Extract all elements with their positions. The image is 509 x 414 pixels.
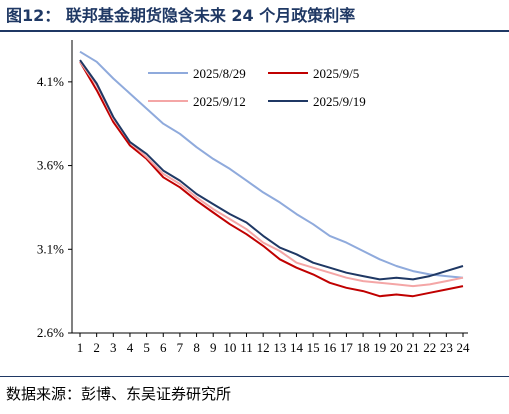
x-tick-label: 12 (257, 340, 270, 355)
x-tick-label: 4 (127, 340, 134, 355)
series-line-2025-9-5 (79, 61, 464, 298)
x-tick-label: 24 (457, 340, 471, 355)
y-tick-label: 3.6% (37, 158, 64, 173)
x-tick-label: 8 (193, 340, 200, 355)
y-tick-label: 3.1% (37, 241, 64, 256)
x-tick-label: 23 (440, 340, 453, 355)
source-note: 数据来源：彭博、东吴证券研究所 (6, 385, 232, 403)
legend-label: 2025/9/12 (193, 94, 246, 109)
x-tick-label: 7 (177, 340, 184, 355)
x-tick-label: 5 (143, 340, 150, 355)
y-tick-label: 2.6% (37, 325, 64, 340)
x-tick-label: 19 (373, 340, 386, 355)
chart-legend: 2025/8/29 2025/9/5 2025/9/12 2025/9/19 (148, 66, 366, 109)
series-line-2025-9-12 (79, 61, 464, 288)
x-tick-label: 14 (290, 340, 304, 355)
x-tick-label: 16 (323, 340, 337, 355)
legend-label: 2025/8/29 (193, 66, 246, 81)
series-line-2025-8-29 (79, 50, 464, 279)
x-tick-label: 15 (307, 340, 320, 355)
source-divider (0, 376, 509, 377)
x-tick-label: 13 (273, 340, 286, 355)
x-tick-label: 11 (240, 340, 253, 355)
series-layer (79, 50, 464, 298)
legend-label: 2025/9/19 (313, 94, 366, 109)
x-tick-label: 6 (160, 340, 167, 355)
x-tick-label: 17 (340, 340, 354, 355)
chart-title: 图12： 联邦基金期货隐含未来 24 个月政策利率 (6, 6, 356, 25)
title-divider (0, 30, 509, 32)
x-tick-label: 9 (210, 340, 217, 355)
line-chart: 2.6%3.1%3.6%4.1%1 2 3 4 5 6 7 8 9 10 11 12 13 14 15 16 1… (37, 40, 470, 355)
x-tick-label: 22 (423, 340, 436, 355)
x-tick-label: 18 (357, 340, 370, 355)
x-tick-label: 20 (390, 340, 403, 355)
x-tick-label: 3 (110, 340, 117, 355)
x-tick-label: 10 (223, 340, 236, 355)
x-tick-label: 21 (407, 340, 420, 355)
legend-label: 2025/9/5 (313, 66, 359, 81)
y-tick-label: 4.1% (37, 74, 64, 89)
series-line-2025-9-19 (79, 59, 464, 281)
x-tick-label: 1 (77, 340, 84, 355)
chart-axes: 2.6%3.1%3.6%4.1%1 2 3 4 5 6 7 8 9 10 11 12 13 14 15 16 1… (37, 40, 470, 355)
x-tick-label: 2 (93, 340, 100, 355)
